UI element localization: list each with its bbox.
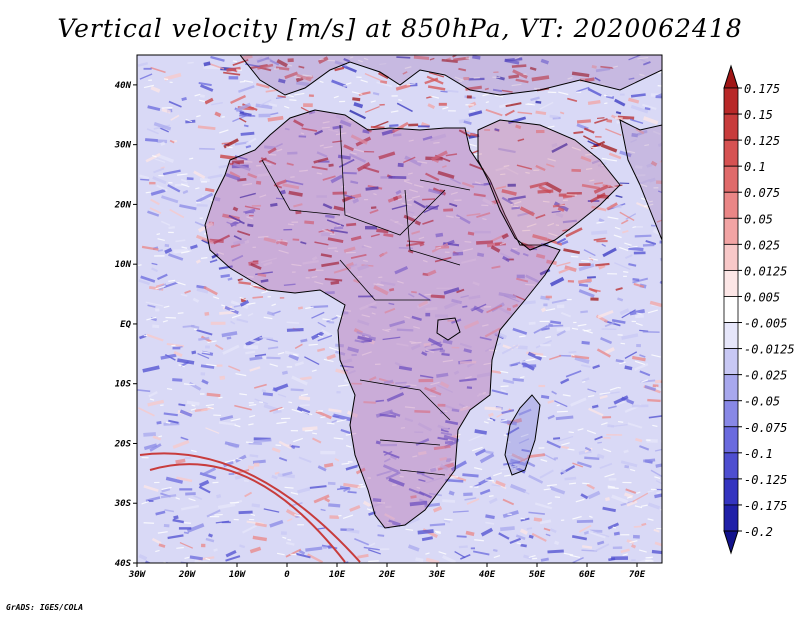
- x-tick-label: 70E: [629, 570, 646, 580]
- colorbar-label: -0.005: [744, 317, 787, 331]
- colorbar-box: [723, 322, 739, 349]
- colorbar-label: 0.025: [744, 238, 780, 252]
- colorbar-box: [723, 426, 739, 454]
- colorbar-label: 0.05: [744, 212, 773, 226]
- country-borders: [261, 124, 471, 476]
- colorbar-box: [723, 452, 739, 480]
- x-tick-label: 50E: [529, 570, 546, 580]
- x-tick-label: 20E: [378, 570, 396, 580]
- x-tick-label: 30E: [428, 570, 446, 580]
- colorbar-box: [723, 217, 739, 245]
- x-axis-ticks: 30W 20W 10W 0 10E 20E 30E 40E 50E 60E 70E: [128, 563, 646, 580]
- y-tick-label: 20N: [114, 200, 132, 210]
- velocity-field: [137, 55, 662, 563]
- colorbar-box: [723, 348, 739, 376]
- colorbar-box: [723, 296, 739, 323]
- x-tick-label: 30W: [128, 570, 147, 580]
- colorbar-label: -0.075: [744, 421, 787, 435]
- africa-landmass: [204, 109, 561, 529]
- colorbar-box: [723, 139, 739, 167]
- y-tick-label: 20S: [114, 439, 132, 449]
- grads-credit: GrADS: IGES/COLA: [6, 603, 84, 612]
- x-tick-label: 10E: [329, 570, 346, 580]
- colorbar-label: 0.15: [744, 108, 773, 122]
- y-tick-label: 30S: [114, 499, 132, 509]
- colorbar-bottom-arrow: [723, 530, 739, 555]
- colorbar-box: [723, 243, 739, 271]
- colorbar-box: [723, 87, 739, 115]
- colorbar-label: -0.1: [744, 447, 773, 461]
- y-tick-label: 40N: [115, 81, 132, 91]
- arabia-landmass: [477, 119, 621, 251]
- colorbar-label: 0.075: [744, 186, 780, 200]
- colorbar-label: -0.2: [744, 525, 773, 539]
- colorbar-box: [723, 191, 739, 219]
- y-tick-label: 10N: [115, 260, 132, 270]
- x-tick-label: 0: [284, 570, 290, 580]
- colorbar-label: -0.0125: [744, 343, 795, 357]
- y-tick-label: 40S: [115, 559, 132, 569]
- colorbar-label: 0.005: [744, 290, 780, 304]
- y-tick-label: 10S: [115, 380, 132, 390]
- x-tick-label: 40E: [479, 570, 496, 580]
- y-tick-label: EQ: [120, 320, 131, 330]
- y-axis-ticks: 40N 30N 20N 10N EQ 10S 20S 30S 40S: [114, 81, 137, 569]
- colorbar-label: -0.05: [744, 395, 780, 409]
- map-frame: [136, 54, 663, 564]
- colorbar-label: -0.125: [744, 473, 787, 487]
- y-tick-label: 30N: [114, 141, 132, 151]
- x-tick-label: 10W: [229, 570, 247, 580]
- colorbar-label: 0.125: [744, 134, 780, 148]
- colorbar-label: 0.0125: [744, 264, 787, 278]
- colorbar-box: [723, 165, 739, 193]
- colorbar-box: [723, 374, 739, 402]
- x-tick-label: 20W: [178, 570, 197, 580]
- madagascar-landmass: [504, 394, 541, 476]
- colorbar-label: -0.175: [744, 499, 787, 513]
- colorbar-box: [723, 270, 739, 297]
- india-landmass: [619, 119, 662, 241]
- x-tick-label: 60E: [579, 570, 596, 580]
- colorbar-label: -0.025: [744, 369, 787, 383]
- colorbar-box: [723, 504, 739, 532]
- colorbar-box: [723, 400, 739, 428]
- europe-landmass: [239, 55, 662, 96]
- colorbar-label: 0.175: [744, 82, 780, 96]
- colorbar-box: [723, 478, 739, 506]
- colorbar-label: 0.1: [744, 160, 766, 174]
- colorbar-top-arrow: [723, 64, 739, 89]
- map-title: Vertical velocity [m/s] at 850hPa, VT: 2…: [57, 14, 743, 43]
- lake-victoria: [436, 317, 461, 341]
- colorbar: 0.175 0.15 0.125 0.1 0.075 0.05 0.025 0.0125 0.0…: [723, 64, 795, 555]
- colorbar-box: [723, 113, 739, 141]
